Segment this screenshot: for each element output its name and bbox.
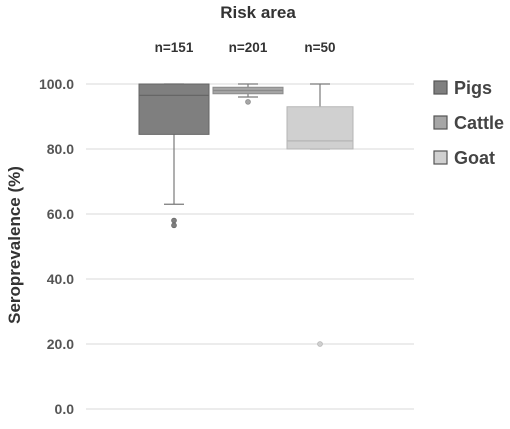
sample-size-label: n=50 xyxy=(304,40,335,55)
gridlines xyxy=(86,83,414,410)
chart-title: Risk area xyxy=(220,3,296,22)
y-tick-label: 60.0 xyxy=(47,206,74,222)
box-pigs xyxy=(138,83,210,229)
legend: Pigs Cattle Goat xyxy=(433,78,504,168)
y-axis-label: Seroprevalence (%) xyxy=(5,166,24,324)
sample-size-labels: n=151 n=201 n=50 xyxy=(155,40,336,55)
legend-swatch xyxy=(433,115,448,130)
y-tick-label: 80.0 xyxy=(47,141,74,157)
y-tick-label: 20.0 xyxy=(47,336,74,352)
sample-size-label: n=201 xyxy=(229,40,268,55)
y-tick-label: 40.0 xyxy=(47,271,74,287)
outlier-point xyxy=(317,341,323,347)
y-tick-label: 0.0 xyxy=(55,401,75,417)
box-iqr xyxy=(286,106,354,150)
y-tick-label: 100.0 xyxy=(39,76,74,92)
legend-entry-pigs: Pigs xyxy=(433,78,492,98)
box-cattle xyxy=(212,83,284,105)
outlier-point xyxy=(171,217,177,224)
legend-label: Goat xyxy=(454,148,495,168)
sample-size-label: n=151 xyxy=(155,40,194,55)
legend-label: Cattle xyxy=(454,113,504,133)
boxes xyxy=(138,83,354,347)
y-tick-labels: 0.0 20.0 40.0 60.0 80.0 100.0 xyxy=(39,76,74,417)
legend-swatch xyxy=(433,150,448,165)
legend-entry-cattle: Cattle xyxy=(433,113,504,133)
legend-label: Pigs xyxy=(454,78,492,98)
box-iqr xyxy=(138,83,210,135)
box-goat xyxy=(286,83,354,347)
outlier-point xyxy=(171,222,177,229)
legend-swatch xyxy=(433,80,448,95)
outlier-point xyxy=(245,99,251,105)
legend-entry-goat: Goat xyxy=(433,148,495,168)
